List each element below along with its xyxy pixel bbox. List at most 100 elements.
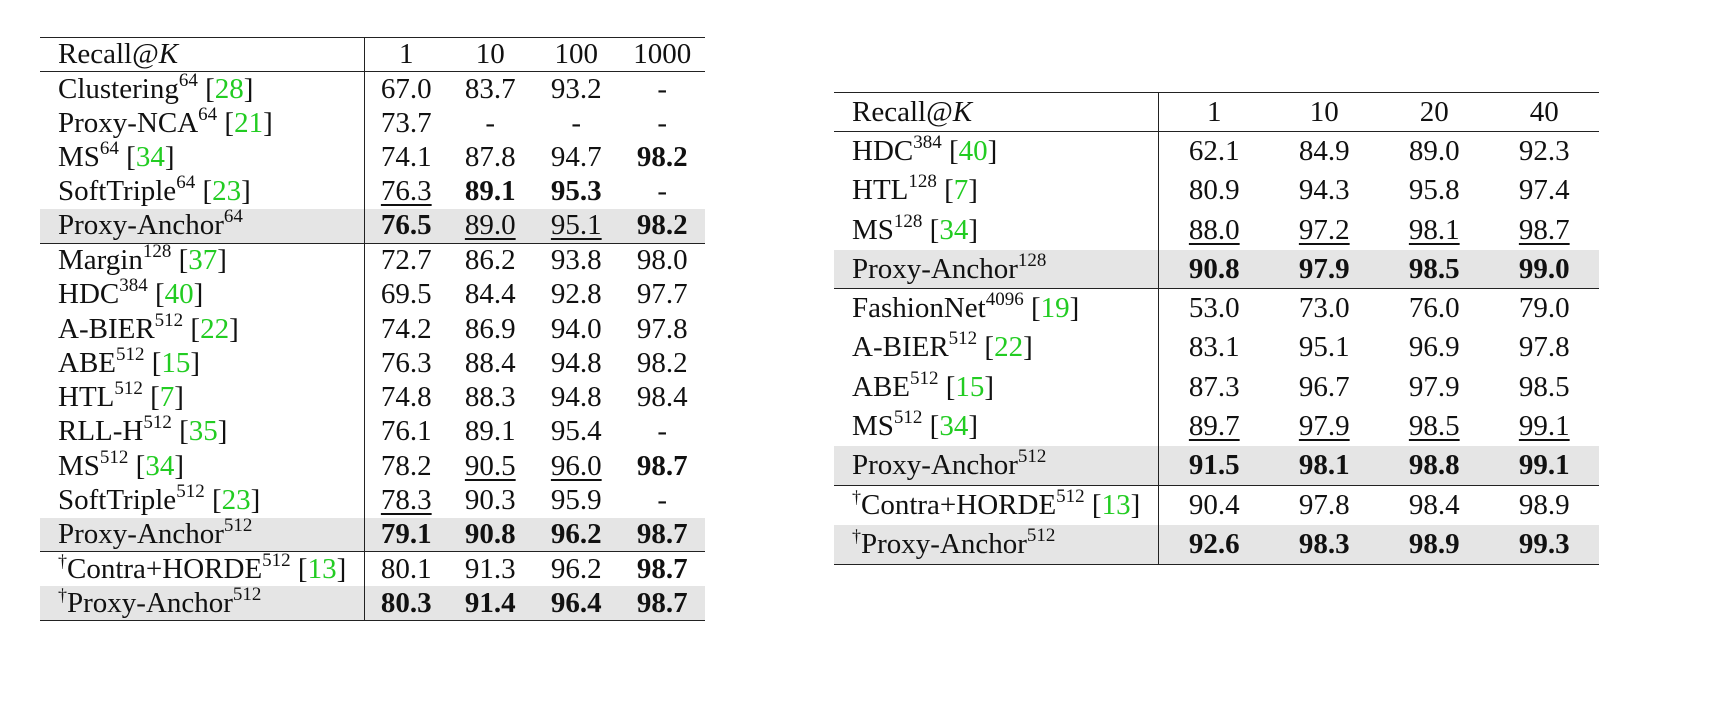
method-cell: A-BIER512 [22] — [40, 310, 366, 347]
recall-value: 76.0 — [1379, 288, 1490, 329]
embedding-dim: 128 — [1017, 249, 1047, 271]
citation-number: 40 — [958, 135, 988, 168]
recall-value-text: 83.7 — [464, 72, 516, 105]
citation-number: 34 — [145, 449, 175, 482]
recall-value: 98.9 — [1489, 484, 1600, 525]
table-row: MS512 [34] 78.2 90.5 96.0 98.7 — [40, 447, 705, 484]
citation-number: 13 — [1101, 488, 1131, 521]
metric-variable: K — [952, 95, 973, 128]
recall-value: 90.8 — [1158, 249, 1270, 289]
dagger-mark: † — [58, 550, 67, 571]
embedding-dim: 128 — [893, 210, 923, 232]
recall-value-text: 95.8 — [1408, 174, 1460, 207]
recall-value-text: 76.1 — [380, 415, 432, 448]
recall-value-text: 80.1 — [380, 552, 432, 585]
recall-value: 76.5 — [364, 208, 448, 244]
method-name: SoftTriple — [58, 484, 177, 516]
dagger-mark: † — [852, 525, 861, 546]
citation: [23] — [204, 484, 261, 516]
recall-value-text: 84.4 — [464, 278, 516, 311]
citation-number: 19 — [1040, 292, 1070, 325]
recall-value-text: 53.0 — [1188, 292, 1240, 325]
recall-value-text: 90.8 — [1188, 252, 1240, 285]
recall-value-text: 98.5 — [1518, 370, 1570, 403]
citation-number: 23 — [212, 175, 242, 208]
recall-value-text: 94.7 — [550, 141, 602, 174]
recall-value-text: 78.3 — [380, 484, 432, 516]
recall-value-text: 98.1 — [1298, 449, 1350, 482]
recall-value: 95.3 — [533, 175, 619, 209]
table-row: HDC384 [40] 62.1 84.9 89.0 92.3 — [834, 131, 1599, 172]
citation-number: 7 — [159, 381, 175, 414]
method-cell: RLL-H512 [35] — [40, 412, 366, 450]
recall-value: 53.0 — [1158, 288, 1270, 329]
recall-table-left: Recall@K 1 10 100 1000 Clustering64 [28] 67.0 8… — [40, 36, 706, 622]
method-cell: Proxy-NCA64 [21] — [40, 104, 366, 141]
method-name: Margin — [58, 244, 143, 277]
method-cell: MS512 [34] — [40, 447, 366, 484]
table-row: Proxy-Anchor128 90.8 97.9 98.5 99.0 — [834, 249, 1600, 289]
recall-value: 95.8 — [1379, 171, 1489, 210]
header-row: Recall@K 1 10 100 1000 — [40, 36, 706, 73]
recall-value: 92.3 — [1489, 132, 1599, 171]
recall-value: 99.1 — [1489, 446, 1600, 486]
dagger-mark: † — [852, 486, 861, 507]
recall-value: 98.2 — [619, 140, 705, 174]
recall-value-text: 90.4 — [1188, 488, 1240, 521]
recall-value-text: 96.7 — [1298, 370, 1350, 403]
method-name: Proxy-Anchor — [67, 586, 233, 619]
dagger-mark: † — [58, 584, 67, 605]
embedding-dim: 128 — [908, 171, 937, 193]
recall-value-text: 99.0 — [1518, 252, 1570, 285]
recall-value-text: 91.5 — [1188, 449, 1240, 482]
recall-value: - — [619, 106, 705, 140]
recall-value-text: 91.4 — [464, 586, 516, 619]
recall-value-text: 98.5 — [1408, 252, 1460, 285]
recall-value: 80.3 — [364, 586, 448, 622]
recall-value-text: 84.9 — [1298, 135, 1350, 168]
citation: [19] — [1023, 292, 1080, 325]
recall-value: 74.2 — [365, 312, 448, 346]
recall-value-text: 91.3 — [464, 552, 516, 585]
method-cell: HDC384 [40] — [40, 275, 366, 312]
recall-value-text: 69.5 — [380, 278, 432, 311]
recall-value: 91.4 — [447, 586, 534, 622]
embedding-dim: 512 — [1026, 524, 1056, 546]
method-cell: Proxy-Anchor512 — [834, 446, 1160, 486]
embedding-dim: 512 — [910, 367, 939, 389]
recall-value-text: 93.2 — [550, 72, 602, 105]
citation: [23] — [195, 175, 251, 208]
recall-value-text: 97.2 — [1298, 213, 1350, 246]
recall-value: 96.2 — [533, 517, 620, 552]
metric-label: Recall@ — [58, 38, 159, 71]
method-name: HTL — [58, 381, 115, 414]
recall-value-text: 97.7 — [636, 278, 688, 311]
recall-value: 94.3 — [1269, 171, 1379, 210]
method-cell: †Contra+HORDE512 [13] — [834, 484, 1160, 525]
k-header-1: 1 — [1158, 91, 1270, 133]
recall-value-text: - — [657, 484, 668, 516]
method-cell: HTL128 [7] — [834, 171, 1160, 211]
recall-value: - — [619, 175, 705, 209]
method-name: HDC — [852, 135, 914, 168]
method-cell: Margin128 [37] — [40, 241, 366, 278]
embedding-dim: 512 — [893, 407, 923, 429]
citation: [37] — [171, 244, 227, 277]
recall-value: 99.1 — [1489, 407, 1599, 446]
method-cell: FashionNet4096 [19] — [834, 288, 1160, 329]
recall-value-text: 95.3 — [550, 175, 602, 208]
recall-value-text: 76.5 — [380, 209, 432, 242]
recall-value-text: 95.1 — [1298, 331, 1350, 364]
table-row: ABE512 [15] 87.3 96.7 97.9 98.5 — [834, 367, 1599, 407]
citation: [34] — [922, 410, 979, 443]
citation-number: 22 — [200, 312, 230, 345]
recall-value-text: 86.2 — [464, 244, 516, 277]
recall-value-text: 98.2 — [636, 209, 688, 242]
table-row: †Contra+HORDE512 [13] 90.4 97.8 98.4 98.9 — [834, 484, 1600, 525]
recall-value-text: 67.0 — [380, 72, 432, 105]
embedding-dim: 512 — [176, 481, 205, 502]
method-cell: HTL512 [7] — [40, 378, 366, 415]
method-name: ABE — [852, 370, 910, 403]
recall-value: 74.8 — [365, 380, 448, 414]
recall-value-text: 96.2 — [550, 518, 602, 551]
